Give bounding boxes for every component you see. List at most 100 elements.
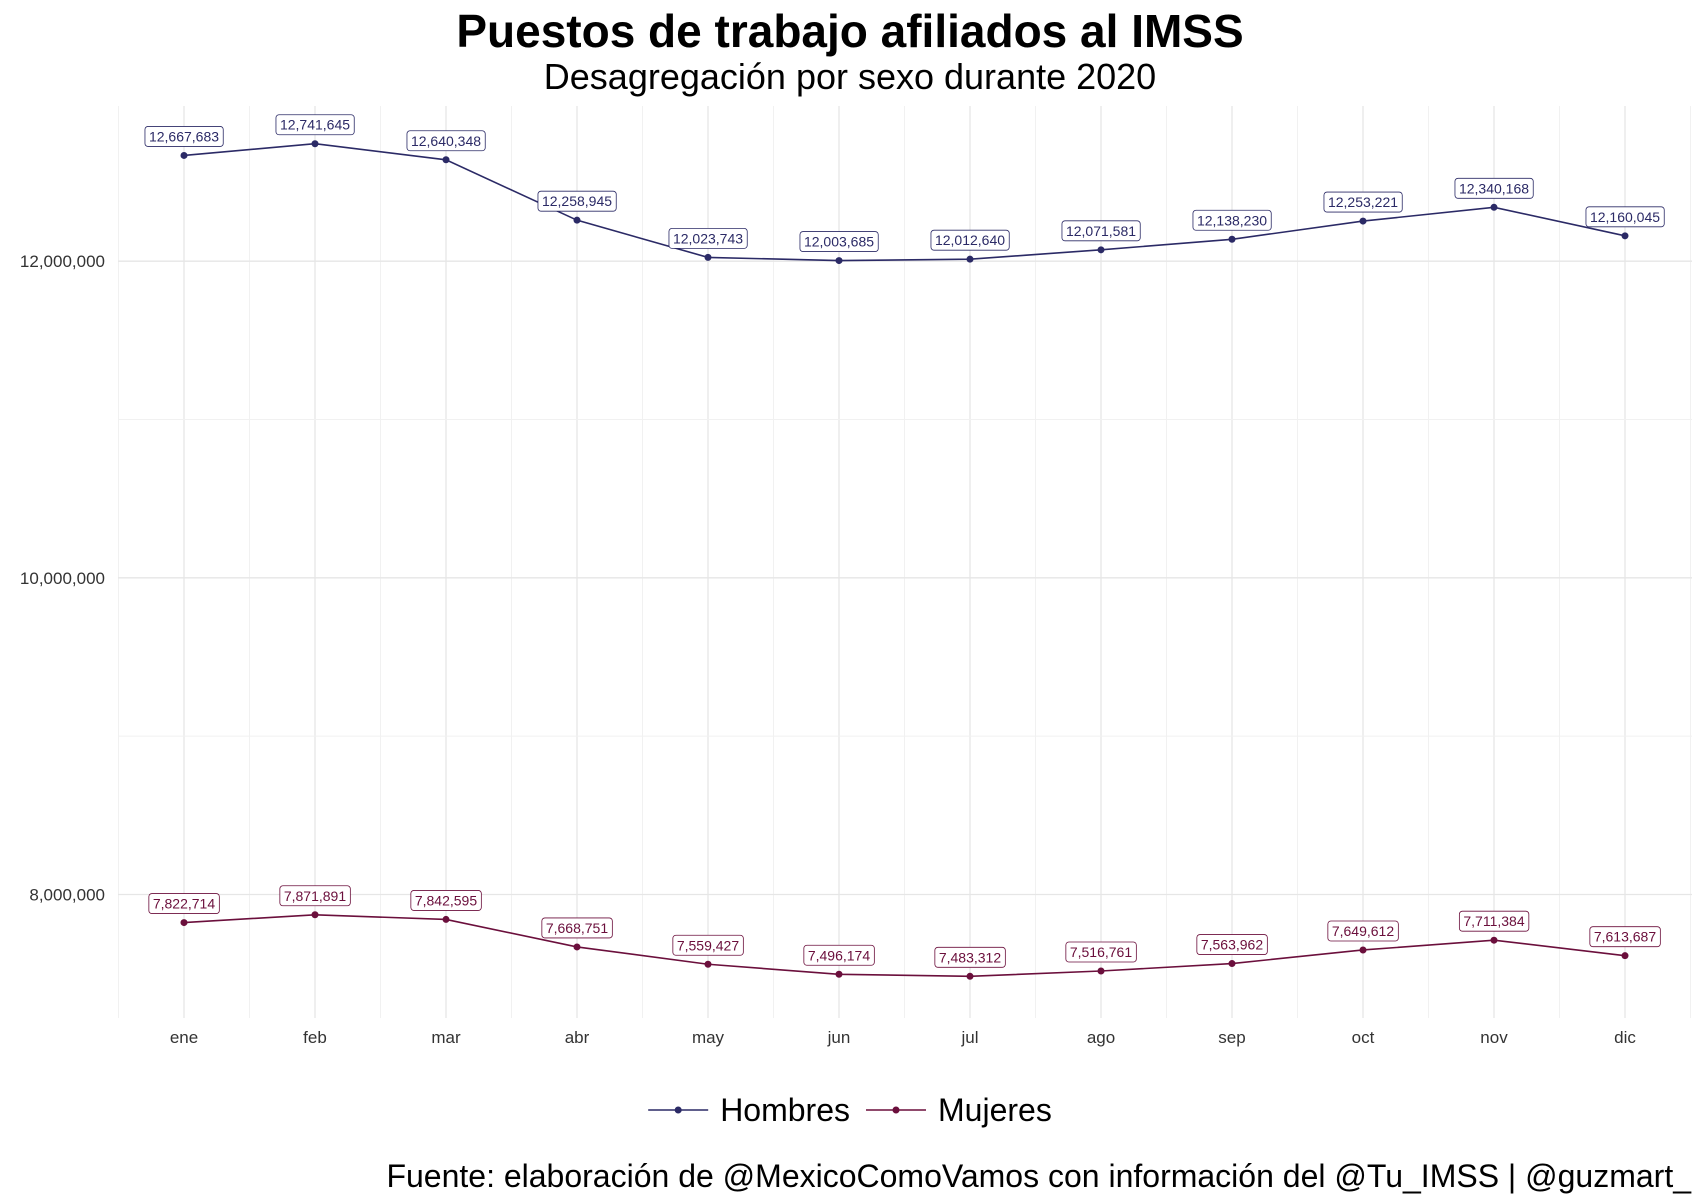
data-point [835,257,843,265]
data-label-text: 7,822,714 [153,896,215,912]
data-point [311,140,319,148]
data-label-box [672,934,744,956]
series-line [183,142,1626,262]
data-point [1228,960,1236,968]
data-label: 7,613,687 [1589,926,1661,948]
chart-title: Puestos de trabajo afiliados al IMSS [456,5,1244,57]
x-tick-label: oct [1352,1028,1375,1047]
data-label: 7,563,962 [1196,934,1268,955]
data-label: 7,559,427 [672,934,744,956]
data-label: 7,483,312 [934,946,1006,968]
data-label-box [1065,941,1137,963]
data-label-box [1323,191,1403,213]
data-label-text: 7,483,312 [939,949,1001,965]
data-point [704,960,712,968]
legend: Hombres Mujeres [648,1092,1052,1128]
legend-item-mujeres: Mujeres [866,1092,1052,1128]
data-point [311,911,319,919]
y-axis: 8,000,000 10,000,000 12,000,000 [20,252,105,904]
data-point [180,151,188,159]
legend-item-hombres: Hombres [648,1092,850,1128]
data-point [442,156,450,164]
data-point [1621,232,1629,240]
data-label-box [406,130,486,152]
data-label-box [934,946,1006,968]
x-tick-label: mar [431,1028,461,1047]
x-tick-label: jul [960,1028,978,1047]
x-tick-label: ene [170,1028,198,1047]
data-label-text: 12,640,348 [411,133,481,149]
x-tick-label: nov [1480,1028,1508,1047]
data-point [966,255,974,263]
data-label-text: 12,071,581 [1066,223,1136,239]
data-label: 7,822,714 [148,893,220,914]
grid-lines [118,106,1692,1018]
data-label-text: 12,253,221 [1328,194,1398,210]
data-label-box [1585,206,1665,228]
data-label: 12,023,743 [668,228,748,249]
data-label: 12,667,683 [144,126,224,147]
data-label-box [1589,926,1661,948]
data-label-box [148,893,220,914]
data-label: 12,640,348 [406,130,486,152]
series-hombres: 12,667,683 12,741,645 12,640,348 12,258,945… [144,114,1665,265]
chart-subtitle: Desagregación por sexo durante 2020 [543,56,1157,97]
data-label-box [1061,220,1141,242]
data-label-box [537,190,617,212]
data-label-text: 7,496,174 [808,947,870,963]
data-label: 12,258,945 [537,190,617,212]
data-label-text: 7,668,751 [546,920,608,936]
data-point [1621,952,1629,960]
data-point [1097,246,1105,254]
data-label-box [668,228,748,249]
data-point [1359,946,1367,954]
legend-label: Hombres [720,1092,850,1128]
data-label-text: 7,842,595 [415,892,477,908]
data-label-text: 7,613,687 [1594,929,1656,945]
y-tick-label: 8,000,000 [29,886,105,905]
data-point [1490,936,1498,944]
data-point [966,972,974,980]
data-label: 12,741,645 [275,114,355,136]
y-tick-label: 12,000,000 [20,252,105,271]
legend-key-point [892,1106,900,1114]
data-label: 7,711,384 [1458,910,1530,932]
data-label-box [275,114,355,136]
y-tick-label: 10,000,000 [20,569,105,588]
data-label-box [1327,920,1399,942]
data-label: 12,253,221 [1323,191,1403,213]
data-label: 12,340,168 [1454,177,1534,199]
x-tick-label: dic [1614,1028,1636,1047]
data-label-box [1192,209,1272,231]
data-label: 12,071,581 [1061,220,1141,242]
data-point [573,216,581,224]
data-label-box [279,885,351,907]
data-point [442,915,450,923]
series-line [183,913,1626,978]
data-label-box [1454,177,1534,199]
data-point [1490,203,1498,211]
data-label-text: 12,160,045 [1590,209,1660,225]
data-label-box [1196,934,1268,955]
data-label-text: 12,023,743 [673,230,743,246]
data-label-text: 7,649,612 [1332,923,1394,939]
x-tick-label: may [692,1028,725,1047]
data-label: 12,160,045 [1585,206,1665,228]
data-label-text: 7,559,427 [677,937,739,953]
data-label: 12,012,640 [930,229,1010,251]
data-label: 7,668,751 [541,917,613,939]
data-label-text: 12,258,945 [542,193,612,209]
data-label-text: 12,012,640 [935,232,1005,248]
data-label-box [1458,910,1530,932]
data-label-text: 12,741,645 [280,117,350,133]
data-point [835,970,843,978]
data-label: 12,003,685 [799,231,879,252]
data-point [704,253,712,261]
series: 12,667,683 12,741,645 12,640,348 12,258,945… [144,114,1665,980]
x-tick-label: sep [1218,1028,1245,1047]
data-label-text: 12,003,685 [804,234,874,250]
data-label: 7,842,595 [410,890,482,911]
chart-caption: Fuente: elaboración de @MexicoComoVamos … [386,1158,1691,1194]
data-label-text: 7,516,761 [1070,944,1132,960]
